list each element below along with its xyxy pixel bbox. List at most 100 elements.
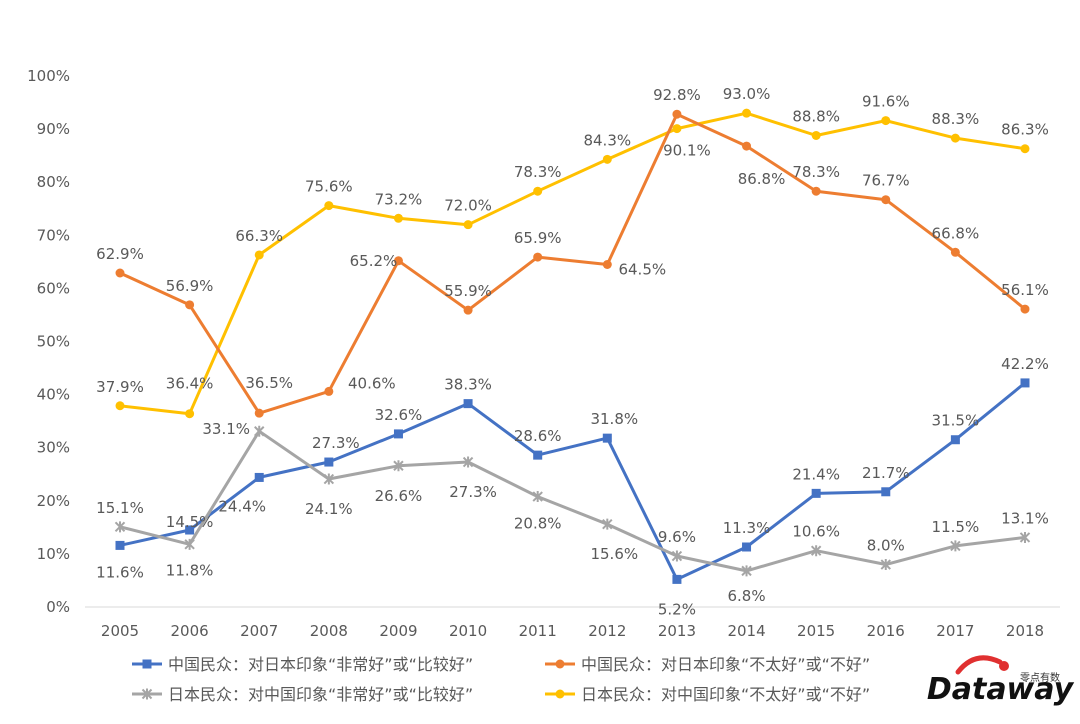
data-label: 75.6% xyxy=(305,178,353,196)
legend-marker xyxy=(555,659,565,669)
data-label: 21.4% xyxy=(792,465,840,483)
data-point-marker xyxy=(185,525,195,535)
data-point-marker xyxy=(742,141,752,151)
data-point-marker xyxy=(881,195,891,205)
data-point-marker xyxy=(881,116,891,126)
y-tick-label: 80% xyxy=(37,173,70,191)
data-point-marker xyxy=(184,538,195,550)
data-point-marker xyxy=(741,565,752,577)
data-label: 36.5% xyxy=(245,374,293,392)
data-point-marker xyxy=(185,300,195,310)
data-label: 33.1% xyxy=(202,420,250,438)
data-label: 10.6% xyxy=(792,523,840,541)
data-point-marker xyxy=(533,186,543,196)
data-point-marker xyxy=(254,472,264,482)
data-label: 56.9% xyxy=(166,277,214,295)
data-point-marker xyxy=(1019,531,1031,543)
data-label: 31.5% xyxy=(932,412,980,430)
data-point-marker xyxy=(463,399,473,409)
data-label: 15.6% xyxy=(590,545,638,563)
data-label: 86.3% xyxy=(1001,121,1049,139)
data-point-marker xyxy=(393,256,403,266)
y-tick-label: 30% xyxy=(37,439,70,457)
x-tick-label: 2006 xyxy=(171,622,209,640)
x-tick-label: 2015 xyxy=(797,622,835,640)
y-tick-label: 70% xyxy=(37,226,70,244)
data-point-marker xyxy=(532,491,543,503)
data-label: 84.3% xyxy=(583,131,631,149)
axis-layer: 0% 10% 20% 30% 40% 50% 60% 70% 80% 90% 100% 2005 200… xyxy=(27,67,1060,640)
x-tick-label: 2008 xyxy=(310,622,348,640)
data-point-marker xyxy=(115,540,125,550)
legend: 中国民众：对日本印象“非常好”或“比较好” 中国民众：对日本印象“不太好”或“不好… xyxy=(132,655,870,704)
data-point-marker xyxy=(323,473,335,485)
data-point-marker xyxy=(463,305,473,315)
legend-label: 日本民众：对中国印象“非常好”或“比较好” xyxy=(168,685,473,704)
data-label: 11.6% xyxy=(96,563,144,581)
y-tick-label: 100% xyxy=(27,67,70,85)
data-point-marker xyxy=(324,201,334,211)
legend-marker xyxy=(142,659,152,669)
data-point-marker xyxy=(393,460,404,472)
data-point-marker xyxy=(115,401,125,411)
data-label: 42.2% xyxy=(1001,355,1049,373)
data-point-marker xyxy=(742,542,752,552)
data-label: 37.9% xyxy=(96,378,144,396)
data-label: 78.3% xyxy=(514,163,562,181)
data-label: 93.0% xyxy=(723,85,771,103)
logo-wordmark: Dataway xyxy=(927,672,1075,707)
y-tick-label: 0% xyxy=(46,598,70,616)
x-tick-label: 2009 xyxy=(379,622,417,640)
data-label: 88.8% xyxy=(792,107,840,125)
data-label: 62.9% xyxy=(96,245,144,263)
data-point-marker xyxy=(950,247,960,257)
data-label: 66.8% xyxy=(932,224,980,242)
data-label: 55.9% xyxy=(444,282,492,300)
series-markers xyxy=(114,108,1031,584)
data-label: 27.3% xyxy=(312,434,360,452)
data-label: 76.7% xyxy=(862,172,910,190)
data-point-marker xyxy=(811,186,821,196)
data-label: 11.8% xyxy=(166,561,214,579)
data-label: 32.6% xyxy=(375,406,423,424)
data-point-marker xyxy=(881,487,891,497)
logo-globe-icon xyxy=(999,661,1009,671)
data-point-marker xyxy=(463,220,473,230)
data-label: 28.6% xyxy=(514,427,562,445)
data-label: 92.8% xyxy=(653,86,701,104)
y-tick-label: 90% xyxy=(37,120,70,138)
data-point-marker xyxy=(185,409,195,419)
series-line-1 xyxy=(119,112,1026,415)
data-point-marker xyxy=(950,540,961,552)
data-point-marker xyxy=(950,435,960,445)
data-labels: 11.6% 14.5%24.4% 27.3% 32.6% 38.3% 28.6% 31.8%… xyxy=(96,85,1049,618)
x-tick-label: 2013 xyxy=(658,622,696,640)
legend-label: 日本民众：对中国印象“不太好”或“不好” xyxy=(581,685,870,704)
data-point-marker xyxy=(1020,304,1030,314)
logo-swoosh-icon xyxy=(955,655,1003,675)
data-label: 27.3% xyxy=(449,483,497,501)
y-tick-label: 20% xyxy=(37,492,70,510)
data-label: 64.5% xyxy=(618,261,666,279)
y-tick-label: 50% xyxy=(37,333,70,351)
data-point-marker xyxy=(671,550,683,562)
data-label: 66.3% xyxy=(235,227,283,245)
x-tick-label: 2012 xyxy=(588,622,626,640)
data-label: 73.2% xyxy=(375,190,423,208)
data-point-marker xyxy=(533,252,543,262)
legend-label: 中国民众：对日本印象“不太好”或“不好” xyxy=(581,655,870,674)
data-label: 90.1% xyxy=(663,142,711,160)
data-label: 14.5% xyxy=(166,513,214,531)
data-label: 65.2% xyxy=(350,252,398,270)
data-label: 5.2% xyxy=(658,600,696,618)
data-point-marker xyxy=(393,429,403,439)
y-tick-label: 10% xyxy=(37,545,70,563)
data-point-marker xyxy=(115,268,125,278)
data-label: 86.8% xyxy=(738,170,786,188)
data-point-marker xyxy=(672,109,682,119)
x-tick-label: 2010 xyxy=(449,622,487,640)
data-label: 24.4% xyxy=(218,497,266,515)
data-label: 36.4% xyxy=(166,375,214,393)
data-label: 24.1% xyxy=(305,500,353,518)
